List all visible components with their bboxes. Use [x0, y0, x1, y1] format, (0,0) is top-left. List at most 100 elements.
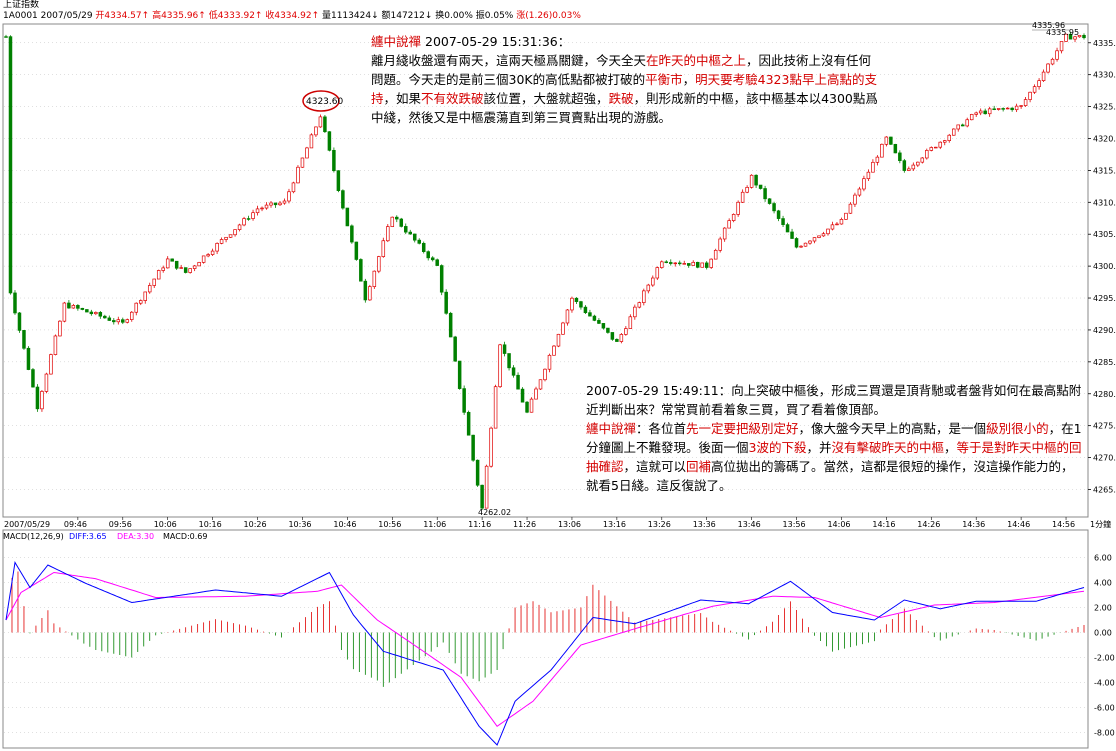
candle — [309, 134, 314, 149]
candle — [803, 242, 808, 247]
candle — [857, 188, 862, 196]
candle — [736, 201, 740, 215]
candle — [686, 263, 691, 266]
note2-segment: ，并 — [806, 440, 832, 455]
candle — [772, 203, 776, 212]
candle — [637, 302, 642, 308]
candle — [13, 292, 17, 314]
candle — [98, 312, 103, 317]
candle — [107, 317, 112, 321]
candle — [493, 386, 498, 429]
candle — [983, 110, 987, 115]
candle — [31, 369, 35, 388]
change-value: 涨(1.26)0.03% — [516, 11, 581, 21]
candle — [996, 108, 1001, 110]
candle — [1059, 41, 1064, 52]
candle — [480, 484, 484, 509]
macd-tick-label: 6.00 — [1094, 554, 1112, 563]
candle — [435, 259, 439, 266]
candle — [210, 250, 215, 255]
time-tick-label: 11:16 — [468, 520, 491, 529]
open-value: 开4334.57 — [95, 11, 142, 21]
candle — [660, 261, 664, 268]
candle — [835, 223, 839, 226]
candle — [907, 168, 911, 171]
candle — [709, 258, 713, 268]
price-tick-label: 4290.00 — [1093, 326, 1116, 335]
candle — [565, 309, 570, 324]
candle — [943, 140, 947, 143]
candle — [934, 146, 938, 149]
note1-segment: 不有效跌破 — [421, 91, 484, 106]
candle — [484, 465, 489, 509]
macd-hist-value: MACD:0.69 — [163, 532, 208, 541]
candle — [839, 219, 844, 225]
candle — [116, 319, 121, 323]
time-tick-label: 14:36 — [962, 520, 985, 529]
price-tick-label: 4315.00 — [1093, 166, 1116, 175]
candle — [399, 218, 404, 227]
time-tick-label: 10:06 — [154, 520, 177, 529]
candle — [767, 198, 772, 204]
candle — [1023, 99, 1028, 106]
commentary-note-1: 纏中說禪 2007-05-29 15:31:36： 離月綫收盤還有兩天，這兩天極… — [371, 32, 881, 127]
candle — [1082, 34, 1086, 39]
candle — [273, 202, 278, 206]
candle — [89, 311, 94, 315]
candle — [26, 347, 31, 370]
candle — [1041, 71, 1046, 81]
candle — [224, 236, 228, 240]
candle — [67, 302, 71, 309]
candle — [606, 327, 610, 333]
candle — [44, 373, 49, 392]
commentary-note-2: 2007-05-29 15:49:11：向上突破中樞後，形成三買還是頂背馳或者盤… — [586, 381, 1086, 495]
peak-circle — [302, 90, 340, 112]
candle — [956, 124, 960, 130]
candle — [426, 251, 430, 259]
note1-segment: ， — [682, 72, 696, 87]
period-label: 1分鐘 — [1090, 519, 1111, 529]
candle — [875, 156, 880, 163]
turnover-value: 换0.00% — [435, 11, 473, 21]
low-value: 低4333.92 — [208, 11, 255, 21]
candle — [40, 391, 44, 410]
index-title: 上证指数 — [3, 0, 40, 10]
candle — [457, 360, 462, 389]
candle — [884, 136, 889, 145]
candle — [278, 202, 282, 206]
candle — [740, 191, 745, 203]
candle — [1050, 58, 1055, 65]
candle — [520, 388, 525, 403]
price-grid — [4, 42, 1088, 490]
candle — [538, 379, 543, 390]
note1-segment: 在昨天的中樞之上 — [646, 53, 747, 68]
time-tick-label: 13:06 — [558, 520, 581, 529]
candle — [134, 302, 139, 313]
time-tick-label: 13:26 — [648, 520, 671, 529]
time-tick-label: 14:26 — [917, 520, 940, 529]
candle — [722, 227, 727, 240]
candle — [475, 459, 480, 486]
macd-tick-label: 4.00 — [1094, 579, 1112, 588]
candle — [386, 226, 390, 242]
candle — [430, 257, 435, 261]
candle — [1068, 33, 1073, 40]
candle — [471, 434, 475, 461]
macd-tick-label: -4.00 — [1094, 679, 1115, 688]
candle — [776, 210, 781, 219]
candle — [139, 300, 143, 304]
note1-segment: 離月綫收盤還有兩天，這兩天極爲關鍵，今天全天 — [371, 53, 647, 68]
price-tick-label: 4310.00 — [1093, 198, 1116, 207]
candle — [844, 212, 848, 220]
candle — [830, 224, 835, 230]
candle — [219, 239, 224, 244]
note2-question: 2007-05-29 15:49:11：向上突破中樞後，形成三買還是頂背馳或者盤… — [586, 383, 1082, 417]
candle — [395, 216, 399, 220]
note2-segment: 等于是對昨天中樞的回抽確認 — [586, 440, 1082, 474]
candle — [871, 161, 875, 173]
candle — [969, 114, 974, 121]
quote-header: 上证指数 1A0001 2007/05/29 开4334.57↑ 高4335.9… — [0, 0, 1116, 24]
candle — [821, 233, 826, 237]
candle — [920, 157, 925, 163]
